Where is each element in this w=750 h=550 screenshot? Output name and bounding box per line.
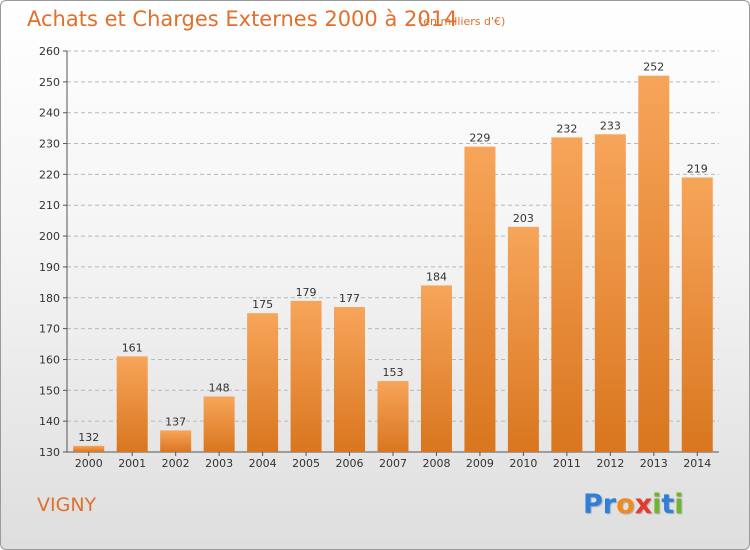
bar-value-label: 148 <box>209 381 230 394</box>
bar <box>420 285 452 452</box>
bar-value-label: 161 <box>122 341 143 354</box>
x-tick-label: 2003 <box>205 457 233 470</box>
bar <box>551 137 583 452</box>
x-tick-label: 2001 <box>118 457 146 470</box>
bar-value-label: 233 <box>600 119 621 132</box>
y-tick-label: 150 <box>39 384 60 397</box>
bar <box>464 146 496 452</box>
y-tick-label: 220 <box>39 168 60 181</box>
bar <box>160 430 192 452</box>
x-tick-label: 2005 <box>292 457 320 470</box>
logo-letter: r <box>602 489 617 520</box>
x-tick-label: 2004 <box>249 457 277 470</box>
logo-letter: x <box>634 489 653 520</box>
x-tick-label: 2002 <box>162 457 190 470</box>
bar-value-label: 132 <box>78 431 99 444</box>
y-tick-label: 130 <box>39 446 60 459</box>
bar-value-label: 203 <box>513 212 534 225</box>
bar-value-label: 184 <box>426 270 447 283</box>
x-tick-label: 2013 <box>640 457 668 470</box>
bar <box>594 134 626 453</box>
logo-letter: i <box>652 489 662 520</box>
bar <box>290 300 322 452</box>
x-tick-label: 2014 <box>683 457 711 470</box>
bar <box>507 226 539 452</box>
logo-letter: o <box>616 489 635 520</box>
y-tick-label: 210 <box>39 199 60 212</box>
bar-value-label: 219 <box>687 162 708 175</box>
proxiti-logo: Proxiti <box>583 489 684 520</box>
y-tick-label: 170 <box>39 323 60 336</box>
y-tick-label: 230 <box>39 138 60 151</box>
y-tick-label: 190 <box>39 261 60 274</box>
bar <box>203 396 235 452</box>
y-tick-label: 140 <box>39 415 60 428</box>
bar-value-label: 179 <box>296 286 317 299</box>
y-tick-label: 160 <box>39 353 60 366</box>
y-tick-label: 240 <box>39 107 60 120</box>
bar-value-label: 153 <box>383 366 404 379</box>
x-tick-label: 2008 <box>422 457 450 470</box>
bar-value-label: 229 <box>469 132 490 145</box>
commune-name: VIGNY <box>37 494 97 516</box>
bar-value-label: 137 <box>165 415 186 428</box>
y-tick-label: 260 <box>39 45 60 58</box>
chart-subtitle: (en milliers d'€) <box>419 15 506 28</box>
y-tick-label: 200 <box>39 230 60 243</box>
logo-letter: t <box>661 489 675 520</box>
bar <box>638 75 670 452</box>
x-tick-label: 2009 <box>466 457 494 470</box>
bar <box>73 445 105 452</box>
bar <box>334 307 366 452</box>
x-tick-label: 2010 <box>509 457 537 470</box>
x-tick-label: 2011 <box>553 457 581 470</box>
logo-letter: P <box>583 489 603 520</box>
bar <box>377 381 409 452</box>
x-tick-label: 2007 <box>379 457 407 470</box>
chart-title: Achats et Charges Externes 2000 à 2014 <box>27 7 458 31</box>
y-tick-label: 180 <box>39 292 60 305</box>
bar <box>247 313 279 452</box>
bar-value-label: 252 <box>643 61 664 74</box>
bar-value-label: 232 <box>556 122 577 135</box>
logo-letter: i <box>674 489 684 520</box>
x-tick-label: 2012 <box>596 457 624 470</box>
bar-value-label: 177 <box>339 292 360 305</box>
y-tick-label: 250 <box>39 76 60 89</box>
bar <box>116 356 148 452</box>
x-tick-label: 2006 <box>336 457 364 470</box>
bar <box>681 177 713 452</box>
bar-value-label: 175 <box>252 298 273 311</box>
x-tick-label: 2000 <box>75 457 103 470</box>
